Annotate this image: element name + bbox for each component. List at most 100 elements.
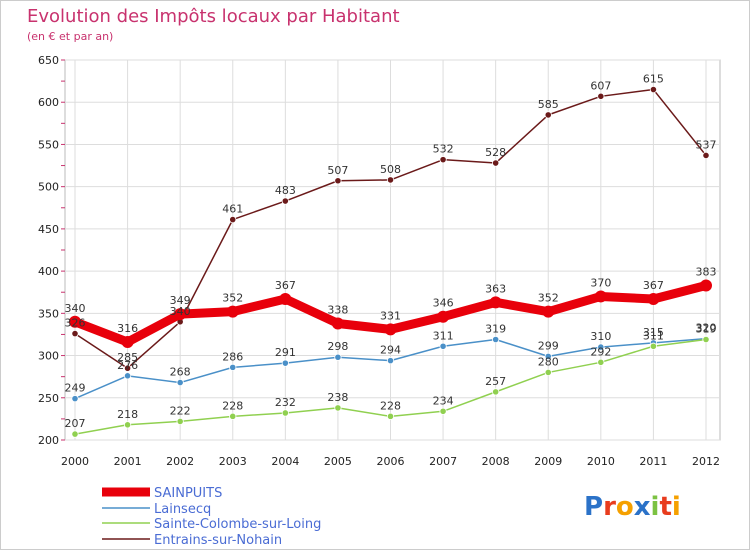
data-label: 346: [433, 297, 454, 310]
x-tick-label: 2012: [692, 455, 720, 468]
data-point: [597, 92, 605, 100]
data-label: 291: [275, 346, 296, 359]
data-label: 367: [275, 279, 296, 292]
data-point: [71, 395, 79, 403]
data-label: 585: [538, 98, 559, 111]
y-tick-label: 200: [38, 434, 59, 447]
data-point: [439, 407, 447, 415]
data-point: [542, 305, 555, 318]
y-tick-label: 500: [38, 181, 59, 194]
proxiti-logo: Proxiti: [584, 492, 681, 522]
data-point: [281, 197, 289, 205]
data-point: [439, 342, 447, 350]
data-point: [597, 358, 605, 366]
x-tick-label: 2010: [587, 455, 615, 468]
data-label: 363: [485, 282, 506, 295]
data-point: [384, 323, 397, 336]
data-point: [386, 412, 395, 420]
data-label: 232: [275, 396, 296, 409]
x-tick-label: 2001: [114, 455, 142, 468]
data-point: [229, 412, 237, 420]
data-point: [123, 421, 132, 429]
data-label: 286: [222, 350, 243, 363]
data-point: [702, 335, 710, 344]
data-point: [544, 111, 552, 119]
data-point: [647, 292, 660, 305]
data-point: [334, 404, 342, 412]
data-label: 340: [65, 302, 86, 315]
data-point: [649, 342, 658, 350]
legend: SAINPUITSLainsecqSainte-Colombe-sur-Loin…: [102, 486, 321, 548]
y-tick-label: 450: [38, 223, 59, 236]
data-point: [331, 317, 344, 330]
data-label: 319: [696, 323, 717, 336]
y-tick-label: 300: [38, 350, 59, 363]
data-label: 280: [538, 355, 559, 368]
data-label: 367: [643, 279, 664, 292]
legend-label: Entrains-sur-Nohain: [154, 533, 282, 548]
data-label: 607: [590, 79, 611, 92]
data-label: 292: [590, 345, 611, 358]
x-tick-label: 2006: [377, 455, 405, 468]
data-label: 508: [380, 163, 401, 176]
data-label: 507: [327, 164, 348, 177]
y-tick-label: 550: [38, 138, 59, 151]
legend-label: Sainte-Colombe-sur-Loing: [154, 517, 321, 532]
data-label: 311: [643, 329, 664, 342]
data-label: 461: [222, 203, 243, 216]
data-label: 234: [433, 394, 454, 407]
data-label: 207: [65, 417, 86, 430]
x-tick-label: 2003: [219, 455, 247, 468]
data-point: [439, 156, 447, 164]
data-point: [281, 409, 289, 417]
data-label: 537: [696, 138, 717, 151]
x-tick-label: 2011: [639, 455, 667, 468]
x-axis: 2000 2001 2002 2003 2004 2005 2006 2007 2008 2009…: [61, 455, 720, 468]
data-label: 315: [643, 326, 664, 339]
plot-area: [64, 59, 721, 441]
data-label: 331: [380, 309, 401, 322]
data-point: [176, 417, 184, 426]
data-point: [492, 335, 500, 344]
y-tick-label: 250: [38, 392, 59, 405]
data-point: [700, 279, 712, 292]
data-label: 238: [327, 391, 348, 404]
data-label: 298: [327, 340, 348, 353]
x-tick-label: 2004: [271, 455, 299, 468]
data-label: 349: [170, 294, 191, 307]
data-label: 528: [485, 146, 506, 159]
data-label: 228: [380, 399, 401, 412]
data-label: 532: [433, 143, 454, 156]
y-tick-label: 400: [38, 265, 59, 278]
data-label: 268: [170, 366, 191, 379]
data-point: [121, 336, 134, 349]
legend-label: Lainsecq: [154, 502, 211, 517]
y-tick-label: 650: [38, 54, 59, 67]
data-point: [594, 290, 607, 303]
data-point: [174, 308, 187, 321]
data-label: 276: [117, 359, 138, 372]
data-label: 218: [117, 408, 138, 421]
data-label: 257: [485, 375, 506, 388]
logo-text: Proxiti: [584, 492, 681, 522]
x-tick-label: 2002: [166, 455, 194, 468]
data-label: 316: [117, 322, 138, 335]
data-label: 311: [433, 329, 454, 342]
data-point: [492, 388, 500, 396]
y-tick-label: 600: [38, 96, 59, 109]
data-point: [334, 353, 342, 361]
data-point: [649, 85, 658, 94]
data-point: [123, 372, 132, 380]
data-label: 340: [170, 305, 191, 318]
x-tick-label: 2007: [429, 455, 457, 468]
data-point: [226, 305, 239, 318]
data-point: [229, 216, 237, 224]
data-point: [492, 159, 500, 167]
data-label: 228: [222, 399, 243, 412]
series-group: [69, 85, 712, 438]
data-label: 383: [696, 265, 717, 278]
data-label: 320: [696, 322, 717, 335]
x-tick-label: 2008: [482, 455, 510, 468]
data-point: [386, 176, 395, 184]
